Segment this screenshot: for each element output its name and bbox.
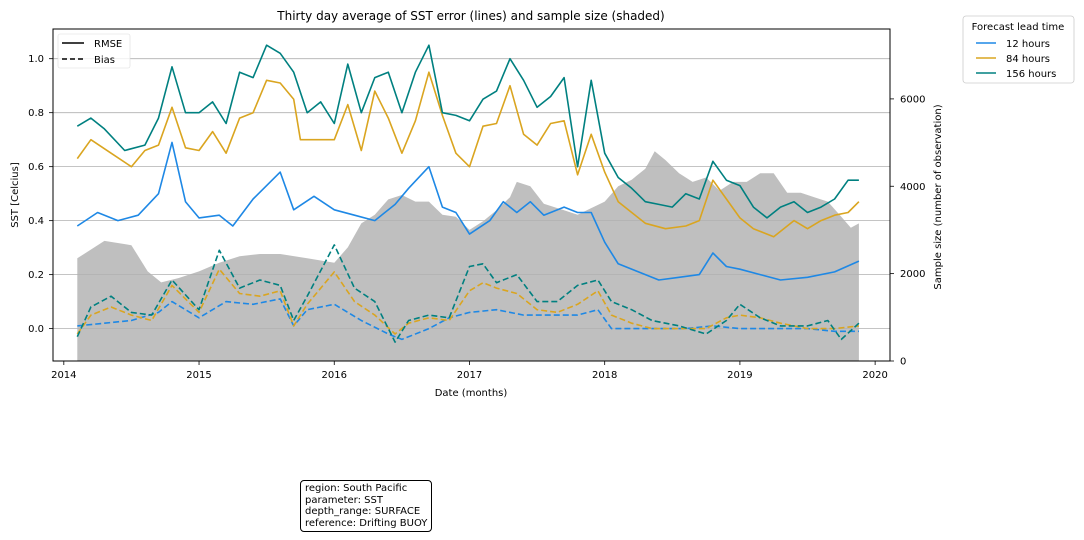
- y-tick-label-2: 0.4: [28, 216, 44, 227]
- y2-axis-label: Sample size (number of observation): [933, 104, 944, 289]
- x-tick-label-5: 2019: [727, 370, 752, 381]
- lead-time-legend: Forecast lead time 12 hours 84 hours 156…: [962, 15, 1075, 84]
- y-tick-label-3: 0.6: [28, 162, 44, 173]
- x-tick-label-4: 2018: [592, 370, 617, 381]
- y2-tick-label-2: 4000: [900, 182, 925, 193]
- x-tick-label-0: 2014: [51, 370, 76, 381]
- legend-label-156-hours: 156 hours: [1006, 69, 1056, 80]
- bias-legend-label: Bias: [94, 55, 115, 66]
- style-legend: RMSE Bias: [57, 33, 131, 69]
- x-tick-label-2: 2016: [322, 370, 347, 381]
- rmse-legend-label: RMSE: [94, 39, 122, 50]
- series-line-12-hours-bias: [77, 298, 859, 341]
- series-layer: [76, 44, 860, 343]
- metadata-info-box: region: South Pacific parameter: SST dep…: [300, 480, 433, 532]
- series-line-84-hours-rmse: [76, 71, 860, 238]
- chart-title: Thirty day average of SST error (lines) …: [276, 9, 664, 23]
- info-parameter: parameter: SST: [305, 494, 383, 506]
- y-tick-label-5: 1.0: [28, 54, 44, 65]
- series-line-84-hours-bias: [76, 268, 859, 335]
- x-tick-label-1: 2015: [186, 370, 211, 381]
- legend-label-12-hours: 12 hours: [1006, 39, 1050, 50]
- series-line-156-hours-bias: [76, 244, 860, 343]
- y-tick-label-1: 0.2: [28, 270, 44, 281]
- info-region: region: South Pacific: [305, 483, 408, 494]
- info-reference: reference: Drifting BUOY: [305, 517, 428, 529]
- y-tick-label-0: 0.0: [28, 324, 44, 335]
- y2-tick-label-1: 2000: [900, 269, 925, 280]
- x-axis-label: Date (months): [435, 388, 508, 399]
- series-line-12-hours-rmse: [76, 141, 860, 281]
- x-tick-label-3: 2017: [457, 370, 482, 381]
- lead-time-legend-title: Forecast lead time: [972, 22, 1065, 33]
- y2-tick-label-0: 0: [900, 357, 906, 368]
- legend-label-84-hours: 84 hours: [1006, 54, 1050, 65]
- sample-size-area: [77, 151, 859, 361]
- axis-layer: 2014 2015 2016 2017 2018 2019 2020 0.0 0.2 0.4 0.6…: [28, 54, 925, 381]
- sample-size-area-layer: [77, 151, 859, 361]
- y-tick-label-4: 0.8: [28, 108, 44, 119]
- x-tick-label-6: 2020: [862, 370, 887, 381]
- series-line-156-hours-rmse: [76, 44, 859, 219]
- info-depth-range: depth_range: SURFACE: [305, 506, 421, 517]
- plot-frame: [52, 28, 891, 362]
- y-axis-label: SST [Celcius]: [10, 162, 21, 228]
- lead-time-legend-frame: [962, 15, 1075, 84]
- y2-tick-label-3: 6000: [900, 94, 925, 105]
